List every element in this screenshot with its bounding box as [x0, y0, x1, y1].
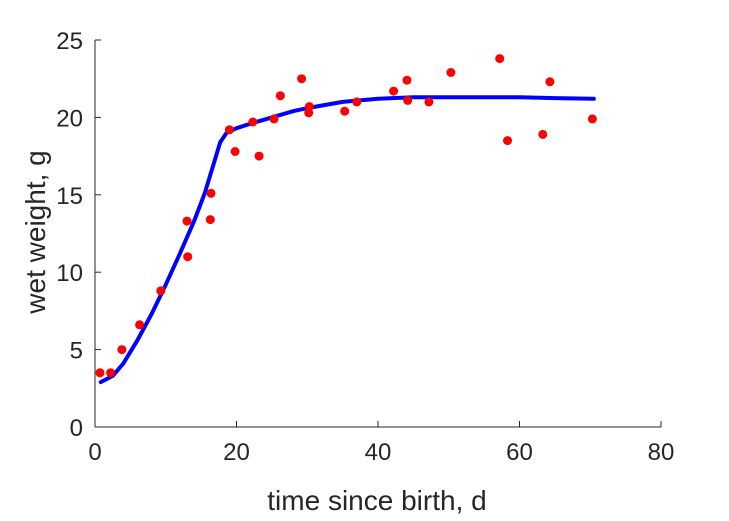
x-tick-label: 0: [88, 439, 101, 466]
plot-area: 0 20 40 60 80 0 5 10 15 20 25: [56, 28, 674, 466]
data-point: [402, 75, 412, 85]
data-point: [205, 215, 215, 225]
data-point: [156, 286, 166, 296]
data-point: [503, 136, 512, 146]
data-point: [495, 54, 505, 64]
y-tick-label: 0: [70, 415, 83, 442]
y-tick-label: 20: [56, 105, 83, 132]
data-point: [269, 114, 279, 124]
y-tick-label: 10: [56, 260, 83, 287]
data-point: [275, 91, 285, 101]
data-point: [95, 368, 105, 378]
data-point: [340, 106, 350, 116]
data-point: [545, 77, 555, 87]
y-ticks: 0 5 10 15 20 25: [56, 28, 101, 442]
x-tick-label: 20: [223, 439, 250, 466]
x-ticks: 0 20 40 60 80: [88, 421, 674, 466]
data-point: [297, 74, 307, 84]
data-point: [587, 114, 597, 124]
y-tick-label: 25: [56, 28, 83, 55]
data-point: [446, 68, 456, 77]
data-point: [182, 216, 192, 226]
x-tick-label: 40: [365, 439, 392, 466]
y-axis-title: wet weight, g: [20, 150, 51, 314]
data-point: [352, 97, 362, 107]
data-point: [538, 129, 548, 139]
data-point: [304, 108, 314, 118]
data-point: [424, 97, 434, 107]
x-axis-title: time since birth, d: [267, 485, 486, 516]
fit-curve: [98, 95, 596, 385]
data-point: [206, 188, 216, 198]
data-point: [403, 95, 413, 105]
x-tick-label: 60: [506, 439, 533, 466]
data-point: [389, 86, 399, 96]
data-point: [254, 151, 264, 161]
data-point: [106, 368, 116, 378]
data-point: [224, 125, 234, 135]
data-point: [135, 320, 145, 330]
x-tick-label: 80: [648, 439, 675, 466]
data-point: [248, 117, 258, 127]
data-point: [183, 252, 193, 262]
scatter-points: [95, 54, 597, 378]
y-tick-label: 5: [70, 338, 83, 365]
data-point: [117, 345, 127, 355]
data-point: [230, 147, 240, 156]
y-tick-label: 15: [56, 183, 83, 210]
